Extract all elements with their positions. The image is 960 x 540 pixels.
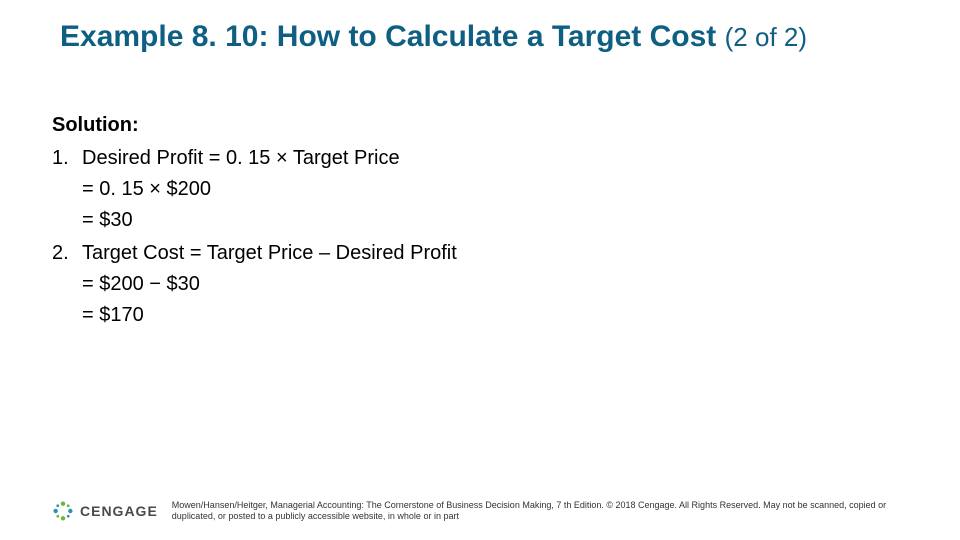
list-item-line: = $170 (82, 300, 900, 331)
list-item-line: Target Cost = Target Price – Desired Pro… (82, 238, 900, 269)
brand-name: CENGAGE (80, 503, 158, 519)
copyright-text: Mowen/Hansen/Heitger, Managerial Account… (172, 500, 920, 523)
solution-label: Solution: (52, 110, 900, 141)
title-sub: (2 of 2) (725, 22, 807, 52)
content-area: Solution: 1. Desired Profit = 0. 15 × Ta… (52, 110, 900, 331)
slide: Example 8. 10: How to Calculate a Target… (0, 0, 960, 540)
list-item-line: Desired Profit = 0. 15 × Target Price (82, 143, 900, 174)
solution-list: 1. Desired Profit = 0. 15 × Target Price… (52, 143, 900, 331)
list-item: 2. Target Cost = Target Price – Desired … (52, 238, 900, 331)
list-item-line: = 0. 15 × $200 (82, 174, 900, 205)
brand-logo: CENGAGE (52, 500, 158, 522)
list-item: 1. Desired Profit = 0. 15 × Target Price… (52, 143, 900, 236)
list-item-number: 2. (52, 238, 69, 269)
cengage-icon (52, 500, 74, 522)
slide-title: Example 8. 10: How to Calculate a Target… (60, 20, 920, 54)
list-item-line: = $200 − $30 (82, 269, 900, 300)
title-main: Example 8. 10: How to Calculate a Target… (60, 20, 716, 53)
list-item-line: = $30 (82, 205, 900, 236)
footer: CENGAGE Mowen/Hansen/Heitger, Managerial… (52, 500, 920, 523)
list-item-number: 1. (52, 143, 69, 174)
